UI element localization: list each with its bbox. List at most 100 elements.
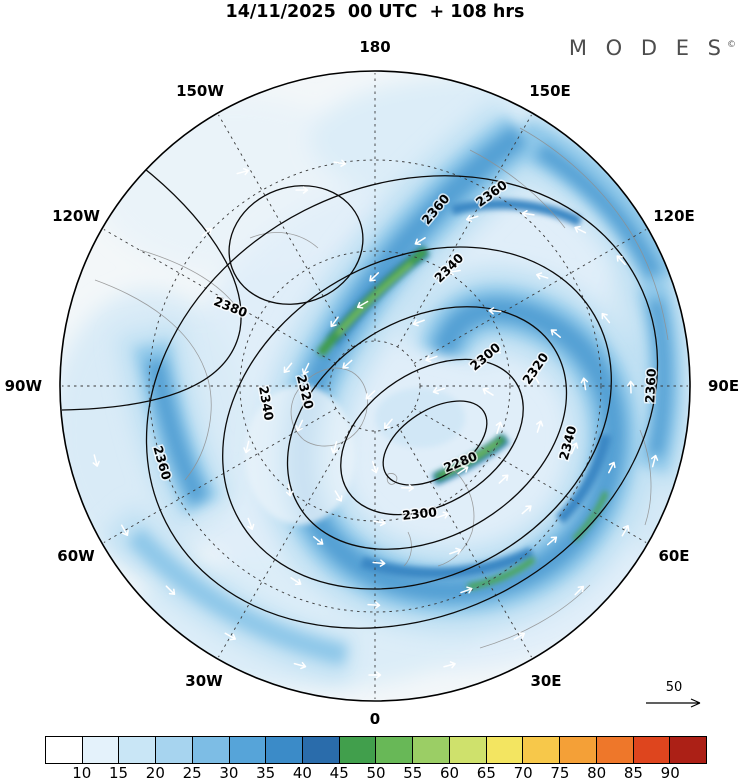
wind-arrow-icon	[521, 505, 532, 515]
contour-2360	[145, 175, 659, 629]
lon-label-120w: 120W	[52, 207, 100, 225]
wind-arrow-icon	[436, 511, 449, 519]
colorbar-cell	[375, 737, 413, 763]
wind-arrow-icon	[283, 362, 293, 374]
wind-arrow-icon	[247, 517, 255, 531]
colorbar-cell	[302, 737, 339, 763]
latitude-circle	[239, 250, 511, 522]
wind-arrow-icon	[488, 347, 501, 356]
reference-vector-label: 50	[666, 680, 683, 695]
wind-arrow-icon	[574, 585, 585, 596]
wind-arrow-icon	[312, 536, 324, 545]
wind-arrow-icon	[616, 255, 626, 266]
wind-arrow-icon	[482, 387, 494, 396]
wind-arrow-icon	[546, 536, 558, 546]
lon-label-180: 180	[359, 38, 390, 56]
contour-2280	[382, 400, 488, 486]
graticule	[62, 73, 688, 699]
colorbar-tick-label: 20	[145, 764, 165, 782]
colorbar-ticks: 10 15 20 25 30 35 40 45 50 55 60 65 70 75 80 85 90	[45, 764, 707, 782]
colorbar-cell	[559, 737, 596, 763]
wind-arrow-icon	[535, 272, 549, 280]
shading-band	[556, 433, 612, 524]
colorbar-cell	[81, 737, 119, 763]
shading-blob	[245, 385, 355, 525]
wind-arrow-icon	[401, 484, 415, 492]
meridian-line	[397, 424, 532, 658]
lon-label-0: 0	[370, 710, 380, 728]
wind-arrow-icon	[236, 167, 250, 176]
colorbar-cell	[118, 737, 156, 763]
meridian-line	[103, 408, 337, 543]
wind-arrow-icon	[342, 359, 353, 369]
wind-arrow-icon	[243, 440, 251, 454]
wind-arrow-icon	[224, 632, 237, 641]
contour-label: 2300	[401, 504, 437, 523]
colorbar-tick-label: 55	[403, 764, 423, 782]
wind-speed-shading-layer	[60, 71, 690, 701]
wind-arrow-icon	[295, 186, 309, 194]
wind-arrow-icon	[601, 312, 611, 324]
contour-label: 2360	[642, 368, 659, 404]
colorbar-tick-label: 35	[256, 764, 276, 782]
coastline	[437, 467, 475, 567]
meridian-line	[103, 229, 337, 364]
reference-vector-arrow-icon	[646, 698, 701, 708]
map-boundary	[59, 70, 691, 702]
colorbar-cell	[155, 737, 192, 763]
wind-arrow-icon	[550, 329, 562, 338]
reference-vector: 50	[646, 680, 701, 708]
wind-arrow-icon	[621, 524, 630, 537]
wind-arrow-icon	[536, 420, 544, 433]
colorbar-cell	[412, 737, 449, 763]
jet-streak	[443, 440, 500, 476]
wind-arrow-icon	[570, 442, 579, 455]
contour-2320	[286, 306, 568, 550]
wind-arrow-icon	[650, 454, 659, 468]
modes-logo: M O D E S©	[569, 36, 736, 60]
wind-arrow-icon	[383, 418, 393, 429]
colorbar-cell	[338, 737, 376, 763]
coastline	[139, 249, 236, 306]
colorbar-tick-label: 85	[623, 764, 643, 782]
wind-arrow-icon	[443, 661, 456, 669]
wind-arrow-icon	[285, 483, 294, 497]
colorbar-cell	[485, 737, 523, 763]
wind-arrow-icon	[626, 380, 635, 394]
wind-arrow-icon	[414, 237, 426, 246]
wind-arrow-icon	[365, 390, 376, 400]
jet-max-green	[316, 246, 609, 590]
colorbar	[45, 736, 707, 764]
colorbar-cell	[522, 737, 560, 763]
wind-arrow-icon	[495, 421, 503, 434]
wind-arrow-icon	[432, 387, 446, 395]
colorbar-cell	[46, 737, 82, 763]
wind-arrow-icon	[120, 524, 129, 537]
colorbar-cell	[228, 737, 266, 763]
colorbar-cell	[265, 737, 303, 763]
wind-arrow-icon	[425, 355, 438, 363]
coastline	[403, 531, 412, 567]
wind-arrow-icon	[333, 159, 347, 167]
colorbar-tick-label: 25	[182, 764, 202, 782]
shading-blob	[375, 388, 465, 448]
colorbar-cell	[632, 737, 670, 763]
colorbar-tick-label: 60	[440, 764, 460, 782]
meridian-line	[218, 114, 353, 348]
jet-streak	[467, 556, 536, 590]
colorbar-tick-label: 45	[329, 764, 349, 782]
contour-2340	[222, 246, 612, 590]
weather-map: 2360 2360 2340 2300 2320 2340 2360 2380 …	[5, 38, 740, 728]
wind-arrow-icon	[608, 461, 616, 474]
wind-arrow-icon	[368, 671, 382, 679]
lon-label-150w: 150W	[176, 82, 224, 100]
meridian-line	[413, 408, 647, 543]
wind-arrow-icon	[330, 441, 338, 454]
wind-arrow-icon	[531, 372, 540, 384]
wind-arrow-icon	[498, 474, 509, 484]
meridian-line	[218, 424, 353, 658]
wind-arrow-icon	[460, 586, 473, 594]
wind-arrow-icon	[295, 419, 304, 432]
coastline	[519, 127, 669, 341]
